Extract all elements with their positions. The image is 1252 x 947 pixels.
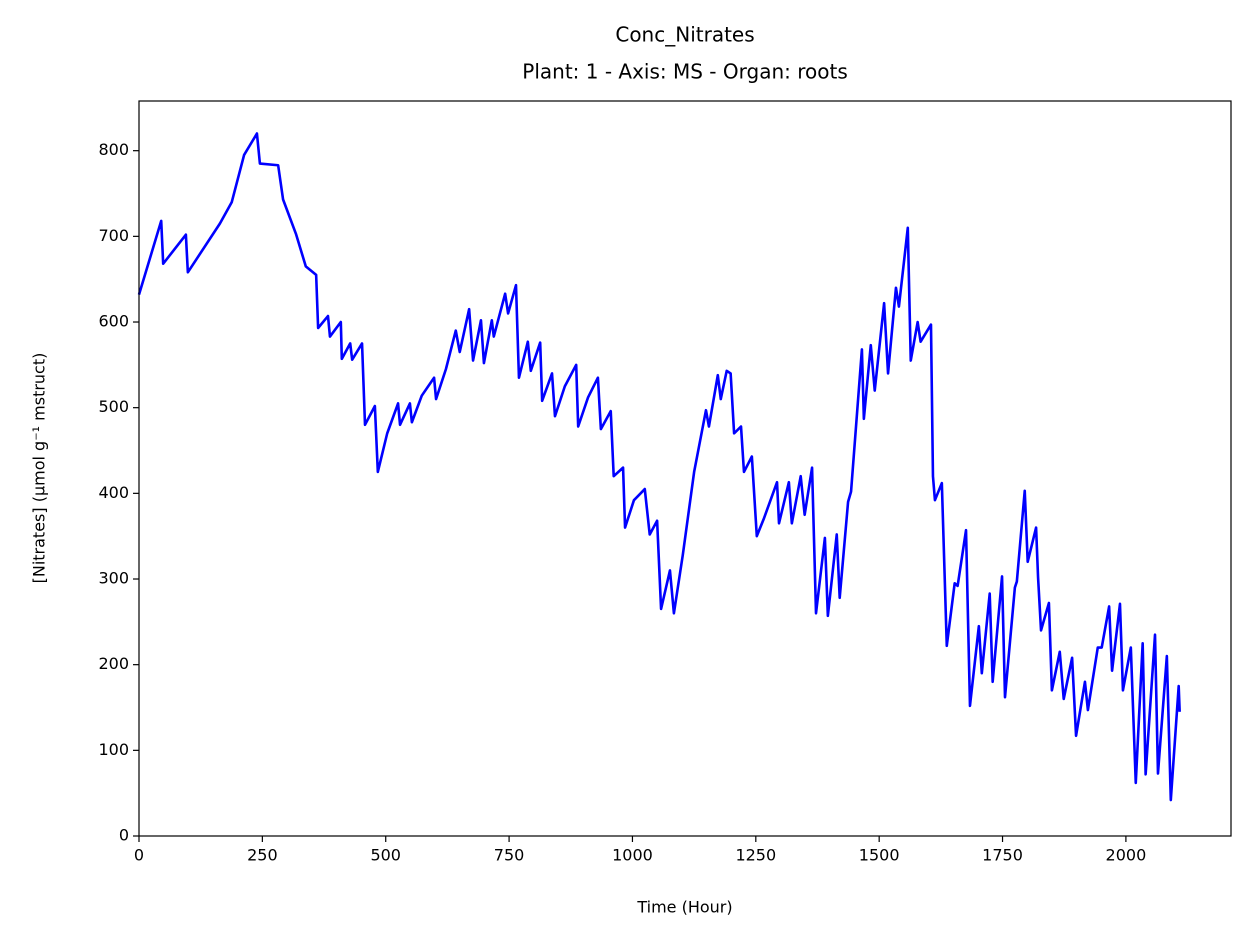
data-line — [137, 132, 1181, 802]
y-tick-label: 700 — [98, 226, 129, 245]
y-tick-label: 0 — [119, 826, 129, 845]
y-tick-label: 200 — [98, 654, 129, 673]
chart-title: Conc_Nitrates — [615, 23, 754, 47]
x-tick-label: 1000 — [612, 846, 653, 865]
y-tick-label: 500 — [98, 397, 129, 416]
x-tick-label: 1250 — [735, 846, 776, 865]
x-tick-label: 750 — [494, 846, 525, 865]
y-tick-label: 400 — [98, 483, 129, 502]
x-axis-label: Time (Hour) — [636, 898, 732, 917]
x-tick-label: 500 — [370, 846, 401, 865]
x-tick-label: 1750 — [982, 846, 1023, 865]
chart-subtitle: Plant: 1 - Axis: MS - Organ: roots — [522, 60, 847, 84]
y-axis-label: [Nitrates] (µmol g⁻¹ mstruct) — [30, 353, 49, 584]
x-tick-label: 250 — [247, 846, 278, 865]
y-tick-label: 100 — [98, 740, 129, 759]
y-tick-label: 800 — [98, 140, 129, 159]
y-tick-label: 600 — [98, 312, 129, 331]
x-tick-label: 0 — [134, 846, 144, 865]
y-tick-label: 300 — [98, 569, 129, 588]
x-tick-label: 1500 — [859, 846, 900, 865]
x-tick-label: 2000 — [1106, 846, 1147, 865]
plot-frame — [138, 100, 1232, 837]
